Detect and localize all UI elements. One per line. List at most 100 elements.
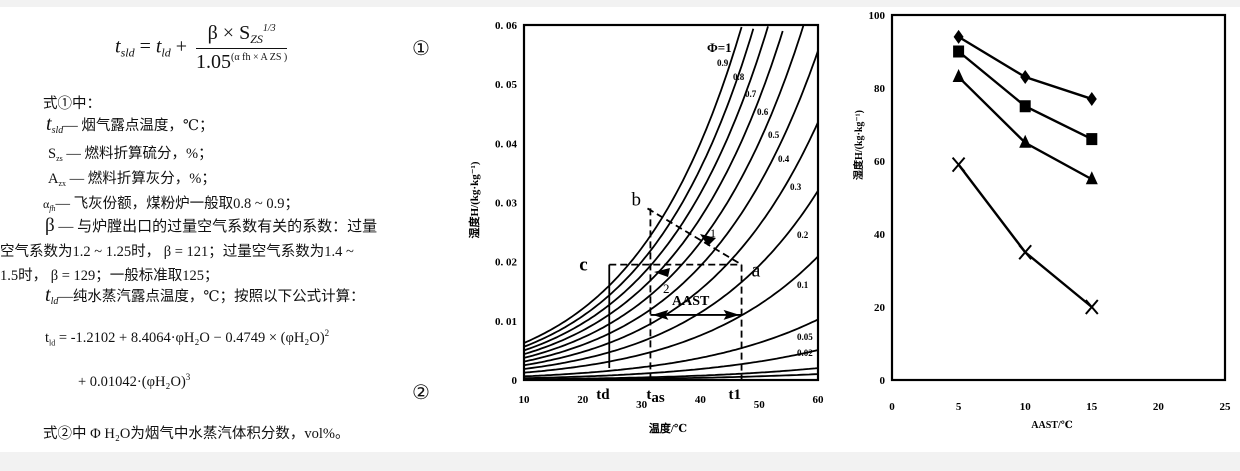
curve-label: 0.6 bbox=[757, 107, 769, 117]
y-tick-label: 0. 04 bbox=[495, 138, 518, 150]
humidity-curve bbox=[523, 25, 805, 359]
humidity-curve bbox=[523, 121, 819, 367]
x-tick-label: 30 bbox=[636, 399, 648, 411]
def-text: —纯水蒸汽露点温度，℃；按照以下公式计算： bbox=[58, 289, 365, 305]
def-symbol: S bbox=[48, 146, 57, 162]
curve-label: 0.8 bbox=[733, 72, 745, 82]
y-tick-label: 0. 01 bbox=[495, 316, 517, 328]
plus-sign: + bbox=[170, 35, 193, 58]
def-beta-line3: 1.5时， β = 129；一般标准取125； bbox=[0, 268, 219, 284]
x-tick-label: 25 bbox=[1220, 401, 1232, 413]
top-band bbox=[0, 0, 1240, 7]
aast-humidity-chart: 0 20 40 60 80 100 0 5 10 15 20 25 湿度H/(kg·kg⁻¹) AA… bbox=[852, 10, 1231, 431]
formula-lhs-sub: sld bbox=[120, 45, 135, 60]
curve-label: 0.7 bbox=[745, 89, 757, 99]
equals-sign: = bbox=[134, 35, 156, 58]
humidity-curve bbox=[523, 26, 769, 352]
y-axis-label: 湿度H/(kg·kg⁻¹) bbox=[852, 110, 865, 180]
def-text: — 烟气露点温度，℃； bbox=[63, 118, 214, 134]
formula2-exp3: 3 bbox=[185, 372, 191, 382]
def-symbol-sub: zs bbox=[56, 154, 63, 163]
formula2-exp2: 2 bbox=[324, 328, 330, 338]
arrow-left-icon bbox=[652, 309, 669, 320]
y-tick-label: 60 bbox=[874, 156, 886, 168]
x-marker-icon bbox=[951, 156, 966, 173]
curve-label: 0.1 bbox=[797, 280, 809, 290]
triangle-marker-icon bbox=[1019, 134, 1032, 148]
humidity-curve bbox=[523, 255, 819, 374]
formula-tld-line1: tld = -1.2102 + 8.4064·φH₂O − 0.4749 × (… bbox=[45, 328, 329, 348]
humidity-curve bbox=[523, 318, 819, 378]
equation-number-1: ① bbox=[412, 38, 430, 60]
curve-label: 0.5 bbox=[768, 130, 780, 140]
data-series bbox=[951, 29, 1099, 315]
formula2-line1-text: = -1.2102 + 8.4064·φH₂O − 0.4749 × (φH₂O… bbox=[55, 329, 325, 346]
def-s-zs: Szs — 燃料折算硫分，%； bbox=[48, 142, 213, 163]
x-tick-label: 5 bbox=[956, 401, 962, 413]
numerator-exp: 1/3 bbox=[262, 23, 276, 34]
def-symbol-sub: sld bbox=[51, 125, 64, 136]
formula-tld-line2: + 0.01042·(φH₂O)3 bbox=[78, 372, 190, 391]
x-tick-label: 60 bbox=[813, 394, 825, 406]
def-text: — 飞灰份额，煤粉炉一般取0.8 ~ 0.9； bbox=[55, 196, 299, 212]
td-label: td bbox=[596, 387, 610, 403]
y-axis-ticks: 0 20 40 60 80 100 bbox=[869, 10, 886, 387]
point-b-label: b bbox=[631, 189, 641, 210]
formula-tld: t bbox=[155, 35, 162, 58]
def-beta-line1: β — 与炉膛出口的过量空气系数有关的系数：过量 bbox=[45, 215, 377, 237]
humidity-curve bbox=[523, 28, 755, 348]
def-beta-line2: 空气系数为1.2 ~ 1.25时， β = 121；过量空气系数为1.4 ~ bbox=[0, 244, 354, 260]
numerator-sub: ZS bbox=[250, 32, 263, 46]
diamond-marker-icon bbox=[953, 29, 964, 44]
x-marker-icon bbox=[1018, 244, 1032, 260]
def-symbol-sub: ld bbox=[50, 296, 59, 307]
aast-label: AAST bbox=[672, 294, 710, 309]
def-symbol: t bbox=[46, 113, 52, 135]
y-tick-label: 0. 06 bbox=[495, 20, 518, 32]
arrow-1-label: 1 bbox=[710, 226, 716, 240]
diamond-marker-icon bbox=[1020, 70, 1031, 85]
y-tick-label: 0 bbox=[880, 375, 886, 387]
x-axis-ticks: 0 5 10 15 20 25 bbox=[889, 401, 1231, 413]
x-axis-label: AAST/℃ bbox=[1031, 420, 1072, 431]
def-symbol: t bbox=[45, 284, 51, 306]
x-tick-label: 40 bbox=[695, 394, 707, 406]
y-tick-label: 100 bbox=[869, 10, 886, 22]
formula2-line2-text: + 0.01042·(φH₂O) bbox=[78, 373, 186, 390]
x-marker-icon bbox=[1085, 299, 1099, 315]
def-symbol: A bbox=[48, 171, 59, 187]
fraction: β × SZS1/3 1.05(α fh × A ZS ) bbox=[196, 22, 288, 74]
bottom-band bbox=[0, 452, 1240, 471]
arrow-1-icon bbox=[700, 234, 716, 246]
x-tick-label: 15 bbox=[1086, 401, 1098, 413]
curve-label: 0.9 bbox=[717, 58, 729, 68]
fraction-numerator: β × SZS1/3 bbox=[196, 22, 288, 49]
humidity-curve bbox=[523, 50, 819, 363]
footnote: 式②中 Φ H₂O为烟气中水蒸汽体积分数，vol%。 bbox=[43, 426, 350, 442]
square-marker-icon bbox=[953, 45, 965, 58]
y-tick-label: 0. 02 bbox=[495, 257, 518, 269]
y-tick-label: 40 bbox=[874, 229, 886, 241]
diamond-marker-icon bbox=[1086, 91, 1097, 106]
definitions-intro: 式①中： bbox=[43, 96, 101, 112]
curve-label: 0.4 bbox=[778, 154, 790, 164]
def-symbol-sub: zx bbox=[58, 179, 67, 188]
y-axis-label: 湿度H/(kg·kg⁻¹) bbox=[467, 161, 481, 238]
def-symbol-sub: fh bbox=[49, 204, 56, 213]
humidity-curves: Φ=1 0.9 0.80.70.6 0.5 0.4 0.3 0.2 0.1 0.05 0.02 bbox=[523, 25, 819, 381]
triangle-marker-icon bbox=[1085, 171, 1098, 185]
psychrometric-chart: 0 0. 01 0. 02 0. 03 0. 04 0. 05 0. 06 10 20 30 40… bbox=[467, 20, 825, 435]
y-tick-label: 20 bbox=[874, 302, 886, 314]
series-line-cross bbox=[957, 163, 1093, 308]
def-text: — 燃料折算灰分，%； bbox=[66, 171, 216, 187]
def-text: — 与炉膛出口的过量空气系数有关的系数：过量 bbox=[54, 219, 378, 235]
x-tick-label: 50 bbox=[754, 399, 766, 411]
humidity-curve bbox=[523, 26, 743, 344]
arrow-right-icon bbox=[723, 309, 740, 320]
x-tick-label: 10 bbox=[1020, 401, 1032, 413]
fraction-denominator: 1.05(α fh × A ZS ) bbox=[196, 49, 287, 74]
x-axis-ticks: 10 20 30 40 50 60 bbox=[519, 394, 825, 411]
point-c-label: c bbox=[579, 255, 587, 276]
formula-dew-point: tsld = tld + β × SZS1/3 1.05(α fh × A ZS… bbox=[115, 22, 288, 74]
x-tick-label: 20 bbox=[577, 394, 589, 406]
